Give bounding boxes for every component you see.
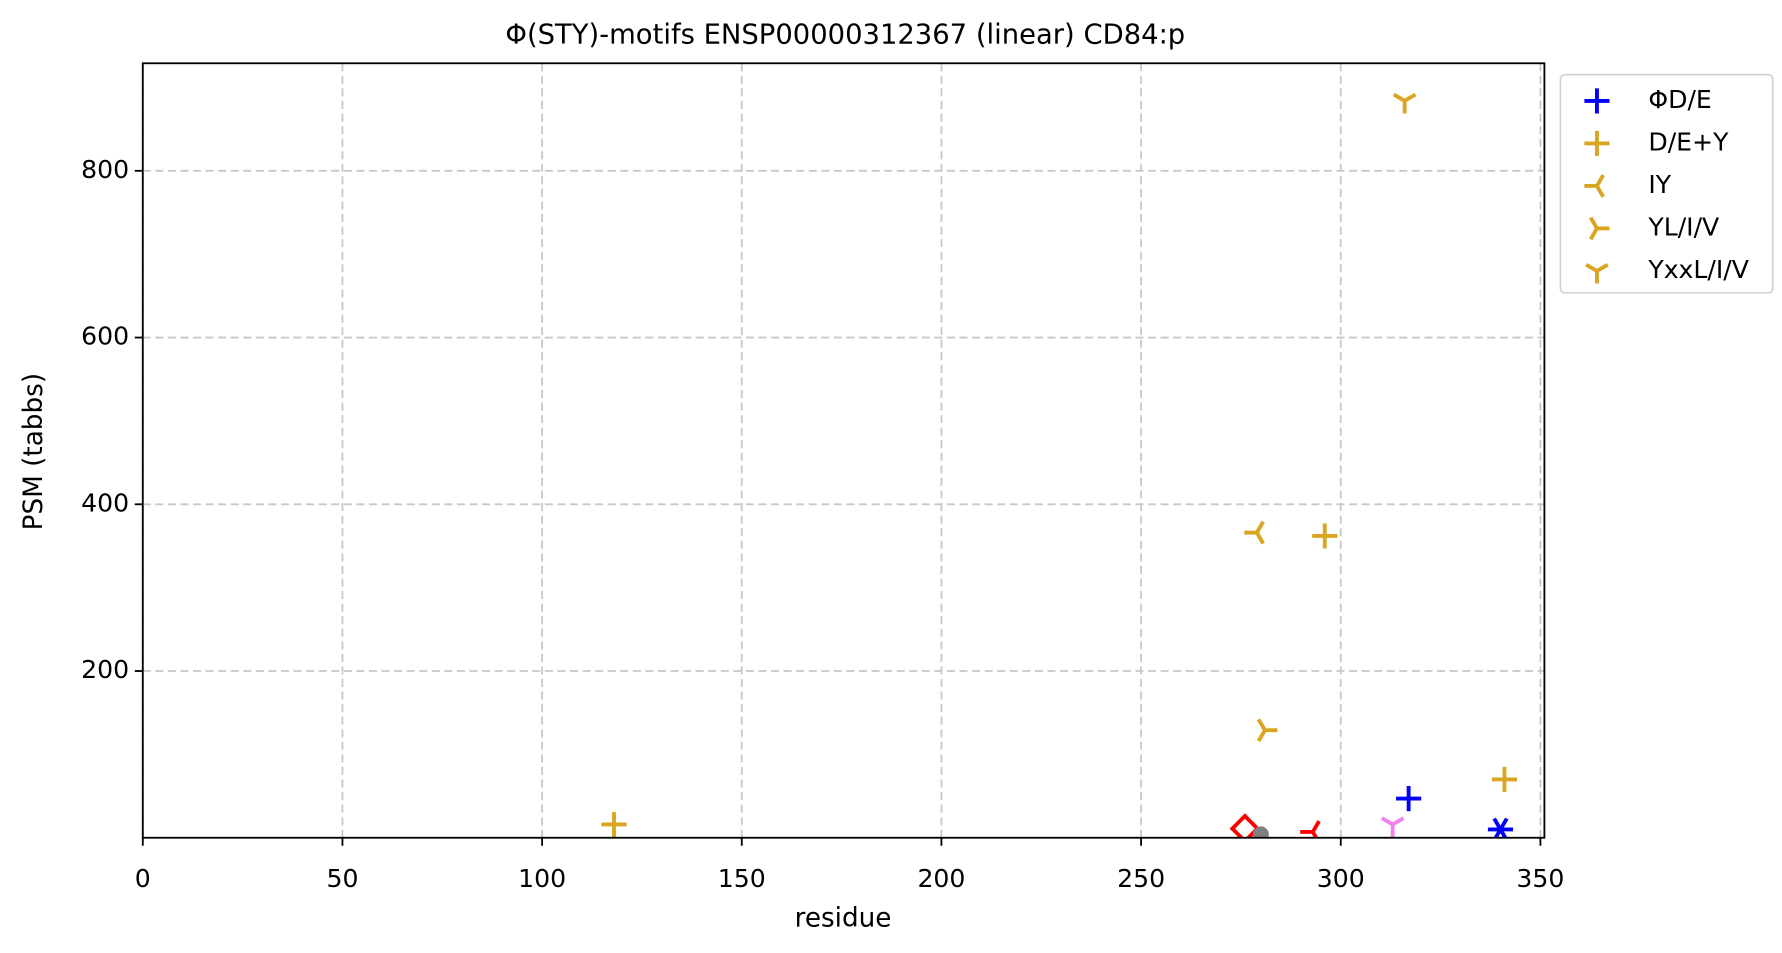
- legend-marker: [1584, 174, 1605, 198]
- y-axis-label: PSM (tabbs): [19, 373, 49, 530]
- x-tick-label: 50: [326, 864, 358, 893]
- x-tick-label: 200: [917, 864, 965, 893]
- point: [1487, 817, 1514, 838]
- x-axis-label: residue: [795, 903, 892, 933]
- y-tick-label: 200: [81, 655, 129, 684]
- x-tick-label: 250: [1117, 864, 1165, 893]
- y-tick-label: 600: [81, 322, 129, 351]
- x-tick-label: 300: [1317, 864, 1365, 893]
- point: [1392, 92, 1417, 114]
- legend-marker: [1584, 88, 1610, 114]
- point: [1396, 786, 1422, 812]
- point: [1491, 766, 1518, 792]
- point: [1300, 820, 1321, 838]
- point: [1312, 523, 1338, 549]
- point: [1229, 813, 1261, 838]
- legend-marker: [1585, 262, 1609, 284]
- point: [1256, 718, 1278, 743]
- legend-marker: [1588, 216, 1610, 241]
- y-tick-label: 800: [81, 155, 129, 184]
- y-tick-label: 400: [81, 488, 129, 517]
- x-tick-label: 0: [135, 864, 151, 893]
- legend-label: ΦD/E: [1648, 85, 1711, 114]
- legend-label: YxxL/I/V: [1647, 255, 1749, 284]
- legend-box: [1559, 73, 1774, 294]
- legend-label: D/E+Y: [1648, 127, 1729, 156]
- x-tick-label: 150: [718, 864, 766, 893]
- point: [1244, 520, 1265, 545]
- point: [1380, 816, 1405, 837]
- legend-label: IY: [1648, 170, 1671, 199]
- chart-title: Φ(STY)-motifs ENSP00000312367 (linear) C…: [505, 19, 1185, 50]
- point: [1252, 826, 1269, 838]
- legend-marker: [1584, 130, 1610, 157]
- x-tick-label: 100: [518, 864, 566, 893]
- x-tick-label: 350: [1516, 864, 1564, 893]
- plot-frame: [141, 62, 1546, 839]
- point: [601, 811, 627, 837]
- legend-label: YL/I/V: [1647, 212, 1719, 241]
